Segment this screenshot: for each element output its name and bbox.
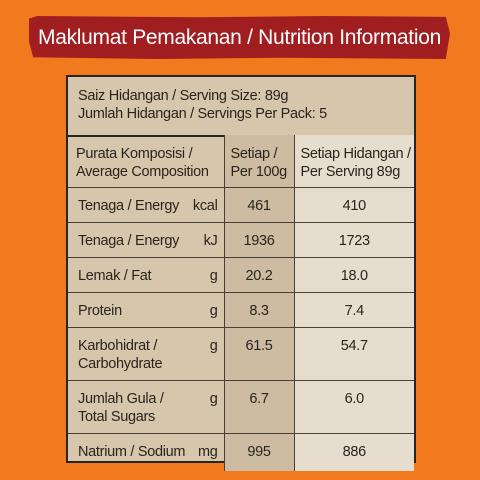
value-per-100g-text: 995 [247,444,271,460]
table-row-energy-kj: Tenaga / Energy kJ 1936 1723 [68,222,414,258]
nutrient-label-line1: Jumlah Gula / [78,391,164,407]
table-row-fat: Lemak / Fat g 20.2 18.0 [68,257,414,293]
value-per-100g: 1936 [223,222,295,258]
value-per-serving-text: 7.4 [344,303,365,319]
serving-info: Saiz Hidangan / Serving Size: 89g Jumlah… [68,77,414,137]
value-per-100g-text: 461 [247,198,271,214]
nutrient-label-cell: Tenaga / Energy kcal [68,187,225,223]
value-per-serving: 410 [293,187,414,223]
nutrient-label: Karbohidrat / Carbohydrate [78,337,163,373]
page-title: Maklumat Pemakanan / Nutrition Informati… [38,25,441,49]
value-per-100g: 8.3 [223,292,295,328]
value-per-serving: 18.0 [293,257,414,293]
table-row-sodium: Natrium / Sodium mg 995 886 [68,433,414,471]
nutrient-label-cell: Karbohidrat / Carbohydrate g [68,327,225,381]
nutrient-label: Natrium / Sodium [78,444,186,460]
nutrient-label-line2: Total Sugars [78,409,155,425]
table-row-total-sugars: Jumlah Gula / Total Sugars g 6.7 6.0 [68,380,414,434]
nutrient-label: Jumlah Gula / Total Sugars [78,390,164,426]
header-per-serving-line2: Per Serving 89g [300,164,401,180]
nutrition-panel: Saiz Hidangan / Serving Size: 89g Jumlah… [66,75,416,471]
header-composition: Purata Komposisi / Average Composition [68,135,225,188]
title-banner: Maklumat Pemakanan / Nutrition Informati… [29,16,450,59]
nutrient-unit: kcal [192,198,218,214]
header-per-serving: Setiap Hidangan / Per Serving 89g [293,135,414,188]
value-per-serving: 7.4 [293,292,414,328]
value-per-100g-text: 61.5 [245,338,273,354]
header-composition-line1: Purata Komposisi / [76,146,193,162]
nutrient-unit: kJ [203,233,218,249]
nutrient-unit: g [209,391,218,407]
value-per-serving-text: 54.7 [340,338,368,354]
value-per-serving: 54.7 [293,327,414,381]
nutrient-label: Lemak / Fat [78,268,152,284]
nutrient-label-cell: Lemak / Fat g [68,257,225,293]
value-per-100g-text: 8.3 [249,303,269,319]
value-per-serving-text: 410 [342,198,367,214]
value-per-100g: 995 [223,433,295,471]
nutrient-label-cell: Protein g [68,292,225,328]
value-per-100g-text: 6.7 [249,391,269,407]
value-per-100g-text: 20.2 [245,268,273,284]
value-per-serving-text: 886 [342,444,367,460]
nutrient-label: Protein [78,303,122,319]
header-per-100g: Setiap / Per 100g [223,135,295,188]
value-per-100g: 461 [223,187,295,223]
value-per-serving-text: 18.0 [340,268,368,284]
serving-size: Saiz Hidangan / Serving Size: 89g [78,88,289,104]
value-per-serving: 886 [293,433,414,471]
nutrient-unit: g [209,303,218,319]
table-row-protein: Protein g 8.3 7.4 [68,292,414,328]
value-per-100g: 20.2 [223,257,295,293]
value-per-100g-text: 1936 [243,233,275,249]
table-row-carbohydrate: Karbohidrat / Carbohydrate g 61.5 54.7 [68,327,414,381]
value-per-100g: 6.7 [223,380,295,434]
value-per-serving-text: 1723 [338,233,370,249]
value-per-serving: 6.0 [293,380,414,434]
nutrient-unit: g [209,268,218,284]
header-composition-line2: Average Composition [76,164,209,180]
nutrient-label-cell: Tenaga / Energy kJ [68,222,225,258]
nutrient-label: Tenaga / Energy [78,198,180,214]
header-per-100g-line1: Setiap / [230,146,278,162]
nutrient-label-cell: Natrium / Sodium mg [68,433,225,471]
nutrition-table: Purata Komposisi / Average Composition S… [68,135,414,471]
value-per-100g: 61.5 [223,327,295,381]
table-row-energy-kcal: Tenaga / Energy kcal 461 410 [68,187,414,223]
nutrient-unit: mg [197,444,218,460]
nutrient-label: Tenaga / Energy [78,233,180,249]
servings-per-pack: Jumlah Hidangan / Servings Per Pack: 5 [78,106,327,122]
nutrient-label-line2: Carbohydrate [78,356,163,372]
header-per-100g-line2: Per 100g [230,164,288,180]
table-header-row: Purata Komposisi / Average Composition S… [68,135,414,188]
value-per-serving-text: 6.0 [344,391,365,407]
nutrient-label-cell: Jumlah Gula / Total Sugars g [68,380,225,434]
value-per-serving: 1723 [293,222,414,258]
nutrient-label-line1: Karbohidrat / [78,338,158,354]
nutrient-unit: g [209,338,218,354]
header-per-serving-line1: Setiap Hidangan / [300,146,411,162]
